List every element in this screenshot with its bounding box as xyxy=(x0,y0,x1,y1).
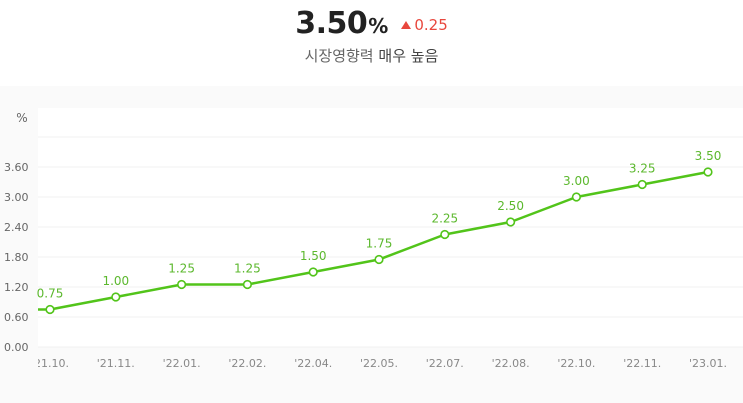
x-tick-label: '22.08. xyxy=(492,357,530,370)
y-tick-label: 1.80 xyxy=(4,251,29,264)
data-label: 3.50 xyxy=(695,149,722,163)
x-tick-label: '22.02. xyxy=(228,357,266,370)
data-label: 2.50 xyxy=(497,199,524,213)
chart-area: % 0.00 0.60 1.20 1.80 2.40 3.00 3.60 '21.10. '21.… xyxy=(0,86,743,403)
data-label: 1.50 xyxy=(300,249,327,263)
x-tick-label: '22.10. xyxy=(557,357,595,370)
y-tick-label: 0.00 xyxy=(4,341,29,354)
y-tick-label: 0.60 xyxy=(4,311,29,324)
x-tick-label: '21.10. xyxy=(31,357,69,370)
data-label: 3.00 xyxy=(563,174,590,188)
data-point xyxy=(440,229,450,240)
y-tick-label: 3.00 xyxy=(4,191,29,204)
data-point xyxy=(571,192,582,202)
y-tick-label: 3.60 xyxy=(4,161,29,174)
current-rate-unit: % xyxy=(368,14,389,38)
current-rate-value: 3.50 xyxy=(295,6,368,41)
x-tick-label: '22.11. xyxy=(623,357,661,370)
x-tick-label: '21.11. xyxy=(97,357,135,370)
influence-label: 시장영향력 xyxy=(304,47,374,65)
data-point xyxy=(506,217,516,227)
data-point xyxy=(637,179,647,190)
influence-level: 매우 높음 xyxy=(378,47,439,65)
x-tick-label: '23.01. xyxy=(689,357,727,370)
data-label: 1.25 xyxy=(234,262,261,276)
x-tick-label: '22.04. xyxy=(294,357,332,370)
rate-row: 3.50% 0.25 xyxy=(0,6,743,41)
data-label: 1.25 xyxy=(168,262,195,276)
series-line xyxy=(38,170,709,311)
data-point xyxy=(111,292,121,302)
y-axis-unit-label: % xyxy=(16,111,27,125)
data-label: 0.75 xyxy=(37,287,64,301)
rate-change-value: 0.25 xyxy=(414,16,448,34)
x-tick-label: '22.01. xyxy=(163,357,201,370)
x-tick-label: '22.05. xyxy=(360,357,398,370)
data-point xyxy=(374,254,384,265)
data-label: 1.75 xyxy=(366,237,393,251)
rate-change: 0.25 xyxy=(401,16,448,34)
x-tick-label: '22.07. xyxy=(426,357,464,370)
data-label: 3.25 xyxy=(629,162,656,176)
data-point xyxy=(242,279,252,290)
data-point xyxy=(703,167,713,177)
up-triangle-icon xyxy=(401,21,412,29)
rate-line-chart: % 0.00 0.60 1.20 1.80 2.40 3.00 3.60 '21.10. '21.… xyxy=(4,108,743,370)
data-label: 1.00 xyxy=(102,274,129,288)
market-influence: 시장영향력 매우 높음 xyxy=(0,45,743,66)
data-point xyxy=(45,304,55,315)
rate-header: 3.50% 0.25 시장영향력 매우 높음 xyxy=(0,0,743,80)
y-tick-label: 2.40 xyxy=(4,221,29,234)
y-tick-label: 1.20 xyxy=(4,281,29,294)
data-label: 2.25 xyxy=(431,212,458,226)
data-point xyxy=(308,267,318,277)
data-point xyxy=(177,279,187,290)
